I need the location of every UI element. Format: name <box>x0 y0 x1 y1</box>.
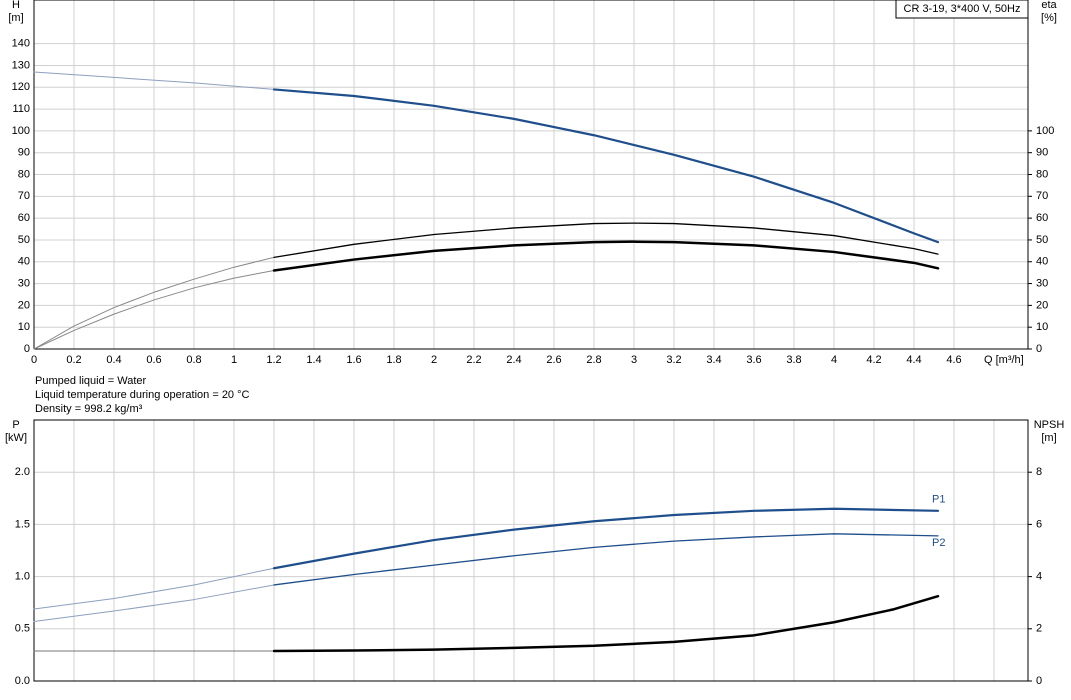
y-tick-label: 1.5 <box>15 518 30 530</box>
curve <box>272 594 940 653</box>
y-tick-label: 10 <box>18 321 30 333</box>
title-box <box>895 0 1029 19</box>
y2-tick-label: 0 <box>1036 343 1042 355</box>
y2-tick-label: 0 <box>1036 675 1042 687</box>
x-tick-label: 0.2 <box>66 354 81 366</box>
y2-tick-label: 8 <box>1036 466 1042 478</box>
curve <box>273 533 939 586</box>
y-tick-label: 40 <box>18 256 30 268</box>
y2-tick-label: 20 <box>1036 299 1048 311</box>
y2-tick-label: 60 <box>1036 212 1048 224</box>
y2-axis-unit: [m] <box>1041 432 1056 444</box>
x-tick-label: 2.2 <box>466 354 481 366</box>
y-tick-label: 120 <box>12 81 30 93</box>
curve <box>272 507 940 570</box>
y-tick-label: 110 <box>12 103 30 115</box>
y-tick-label: 60 <box>18 212 30 224</box>
x-tick-label: 0.6 <box>146 354 161 366</box>
y2-tick-label: 90 <box>1036 147 1048 159</box>
y2-tick-label: 2 <box>1036 623 1042 635</box>
y-axis-label: H <box>12 0 20 11</box>
y-tick-label: 30 <box>18 277 30 289</box>
y2-tick-label: 80 <box>1036 168 1048 180</box>
curve <box>33 567 275 610</box>
y-tick-label: 80 <box>18 168 30 180</box>
x-tick-label: 2 <box>431 354 437 366</box>
x-axis-label: Q [m³/h] <box>984 354 1024 366</box>
curve <box>33 256 275 350</box>
x-tick-label: 3.6 <box>746 354 761 366</box>
x-tick-label: 2.4 <box>506 354 521 366</box>
x-tick-label: 4.4 <box>906 354 921 366</box>
x-tick-label: 1.4 <box>306 354 321 366</box>
y-tick-label: 20 <box>18 299 30 311</box>
y-tick-label: 70 <box>18 190 30 202</box>
y-tick-label: 50 <box>18 234 30 246</box>
note: Density = 998.2 kg/m³ <box>35 403 143 415</box>
x-tick-label: 2.8 <box>586 354 601 366</box>
x-tick-label: 1.8 <box>386 354 401 366</box>
note: Pumped liquid = Water <box>35 375 147 387</box>
x-tick-label: 4.6 <box>946 354 961 366</box>
x-tick-label: 4 <box>831 354 837 366</box>
y2-tick-label: 6 <box>1036 518 1042 530</box>
curve <box>272 240 940 272</box>
y2-axis-label: eta <box>1041 0 1057 11</box>
chart-title: CR 3-19, 3*400 V, 50Hz <box>904 3 1021 15</box>
x-tick-label: 0 <box>31 354 37 366</box>
y2-tick-label: 40 <box>1036 256 1048 268</box>
curve <box>33 71 275 90</box>
y-tick-label: 0 <box>24 343 30 355</box>
y2-tick-label: 70 <box>1036 190 1048 202</box>
y2-tick-label: 30 <box>1036 277 1048 289</box>
x-tick-label: 0.8 <box>186 354 201 366</box>
x-tick-label: 2.6 <box>546 354 561 366</box>
x-tick-label: 1 <box>231 354 237 366</box>
curve <box>33 584 275 622</box>
note: Liquid temperature during operation = 20… <box>35 389 250 401</box>
y-tick-label: 130 <box>12 59 30 71</box>
x-tick-label: 3.4 <box>706 354 721 366</box>
x-tick-label: 3.8 <box>786 354 801 366</box>
y2-axis-unit: [%] <box>1041 12 1057 24</box>
x-tick-label: 3 <box>631 354 637 366</box>
plot-frame <box>33 0 1029 350</box>
x-tick-label: 0.4 <box>106 354 121 366</box>
x-tick-label: 3.2 <box>666 354 681 366</box>
curve <box>33 269 275 350</box>
y-axis-unit: [kW] <box>5 432 27 444</box>
y2-tick-label: 10 <box>1036 321 1048 333</box>
x-tick-label: 4.2 <box>866 354 881 366</box>
y-tick-label: 2.0 <box>15 466 30 478</box>
y2-tick-label: 4 <box>1036 571 1042 583</box>
curve <box>272 88 940 244</box>
x-tick-label: 1.2 <box>266 354 281 366</box>
y-tick-label: 140 <box>12 38 30 50</box>
plot-frame <box>33 419 1029 682</box>
y2-tick-label: 100 <box>1036 125 1054 137</box>
y-tick-label: 0.5 <box>15 623 30 635</box>
y-tick-label: 0.0 <box>15 675 30 687</box>
y-axis-label: P <box>12 419 19 431</box>
y-tick-label: 1.0 <box>15 571 30 583</box>
y-tick-label: 100 <box>12 125 30 137</box>
curve <box>273 222 939 259</box>
y-tick-label: 90 <box>18 147 30 159</box>
curve-label: P2 <box>932 537 945 549</box>
y2-tick-label: 50 <box>1036 234 1048 246</box>
curve-label: P1 <box>932 494 945 506</box>
y2-axis-label: NPSH <box>1034 419 1065 431</box>
x-tick-label: 1.6 <box>346 354 361 366</box>
y-axis-unit: [m] <box>8 12 23 24</box>
